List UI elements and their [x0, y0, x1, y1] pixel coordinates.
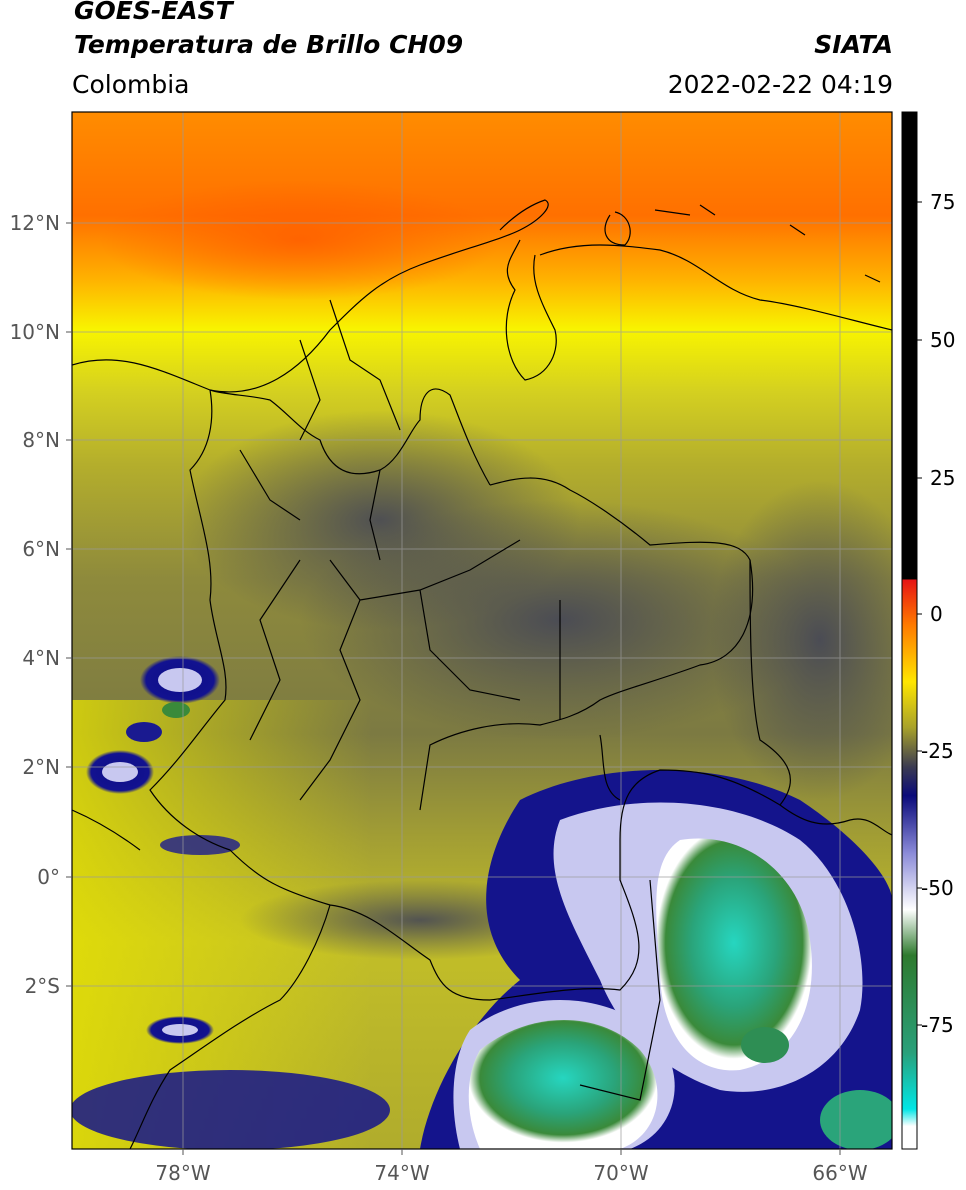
colorbar-tick-label: 50	[930, 328, 955, 352]
lon-tick-label: 66°W	[812, 1161, 867, 1185]
colorbar-tick-label: 25	[930, 466, 955, 490]
colorbar-tick-marks	[917, 201, 922, 1026]
longitude-tick-labels: 78°W 74°W 70°W 66°W	[155, 1161, 867, 1185]
lat-tick-label: 2°N	[22, 755, 60, 779]
lat-tick-label: 0°	[37, 865, 60, 889]
colorbar-gradient	[902, 112, 917, 1149]
lat-tick-label: 4°N	[22, 646, 60, 670]
lon-tick-label: 70°W	[593, 1161, 648, 1185]
product-title: Temperatura de Brillo CH09	[74, 30, 464, 59]
lat-tick-label: 6°N	[22, 537, 60, 561]
map-gridlines	[72, 112, 892, 1149]
region-label: Colombia	[72, 70, 190, 99]
colorbar-tick-label: -50	[921, 876, 954, 900]
lon-tick-label: 78°W	[155, 1161, 210, 1185]
country-borders	[72, 199, 892, 1149]
satellite-image	[72, 112, 892, 1149]
lat-tick-label: 12°N	[10, 211, 60, 235]
lat-tick-label: 10°N	[10, 320, 60, 344]
lon-tick-label: 74°W	[374, 1161, 429, 1185]
colorbar-fill	[902, 112, 917, 1149]
lat-tick-label: 8°N	[22, 428, 60, 452]
satellite-title: GOES-EAST	[74, 0, 233, 25]
colorbar: 75 50 25 0 -25 -50 -75	[901, 111, 955, 1150]
colorbar-tick-label: 0	[930, 602, 943, 626]
brand-label: SIATA	[814, 30, 893, 59]
colorbar-frame	[901, 111, 918, 1150]
colorbar-tick-label: -75	[921, 1013, 954, 1037]
axis-tick-marks	[66, 222, 841, 1155]
colorbar-tick-label: 75	[930, 190, 955, 214]
colorbar-tick-label: -25	[921, 739, 954, 763]
lat-tick-label: 2°S	[25, 974, 60, 998]
map-frame	[71, 111, 893, 1150]
latitude-tick-labels: 12°N 10°N 8°N 6°N 4°N 2°N 0° 2°S	[10, 211, 60, 998]
colorbar-tick-labels: 75 50 25 0 -25 -50 -75	[921, 190, 955, 1037]
timestamp-label: 2022-02-22 04:19	[667, 70, 893, 99]
